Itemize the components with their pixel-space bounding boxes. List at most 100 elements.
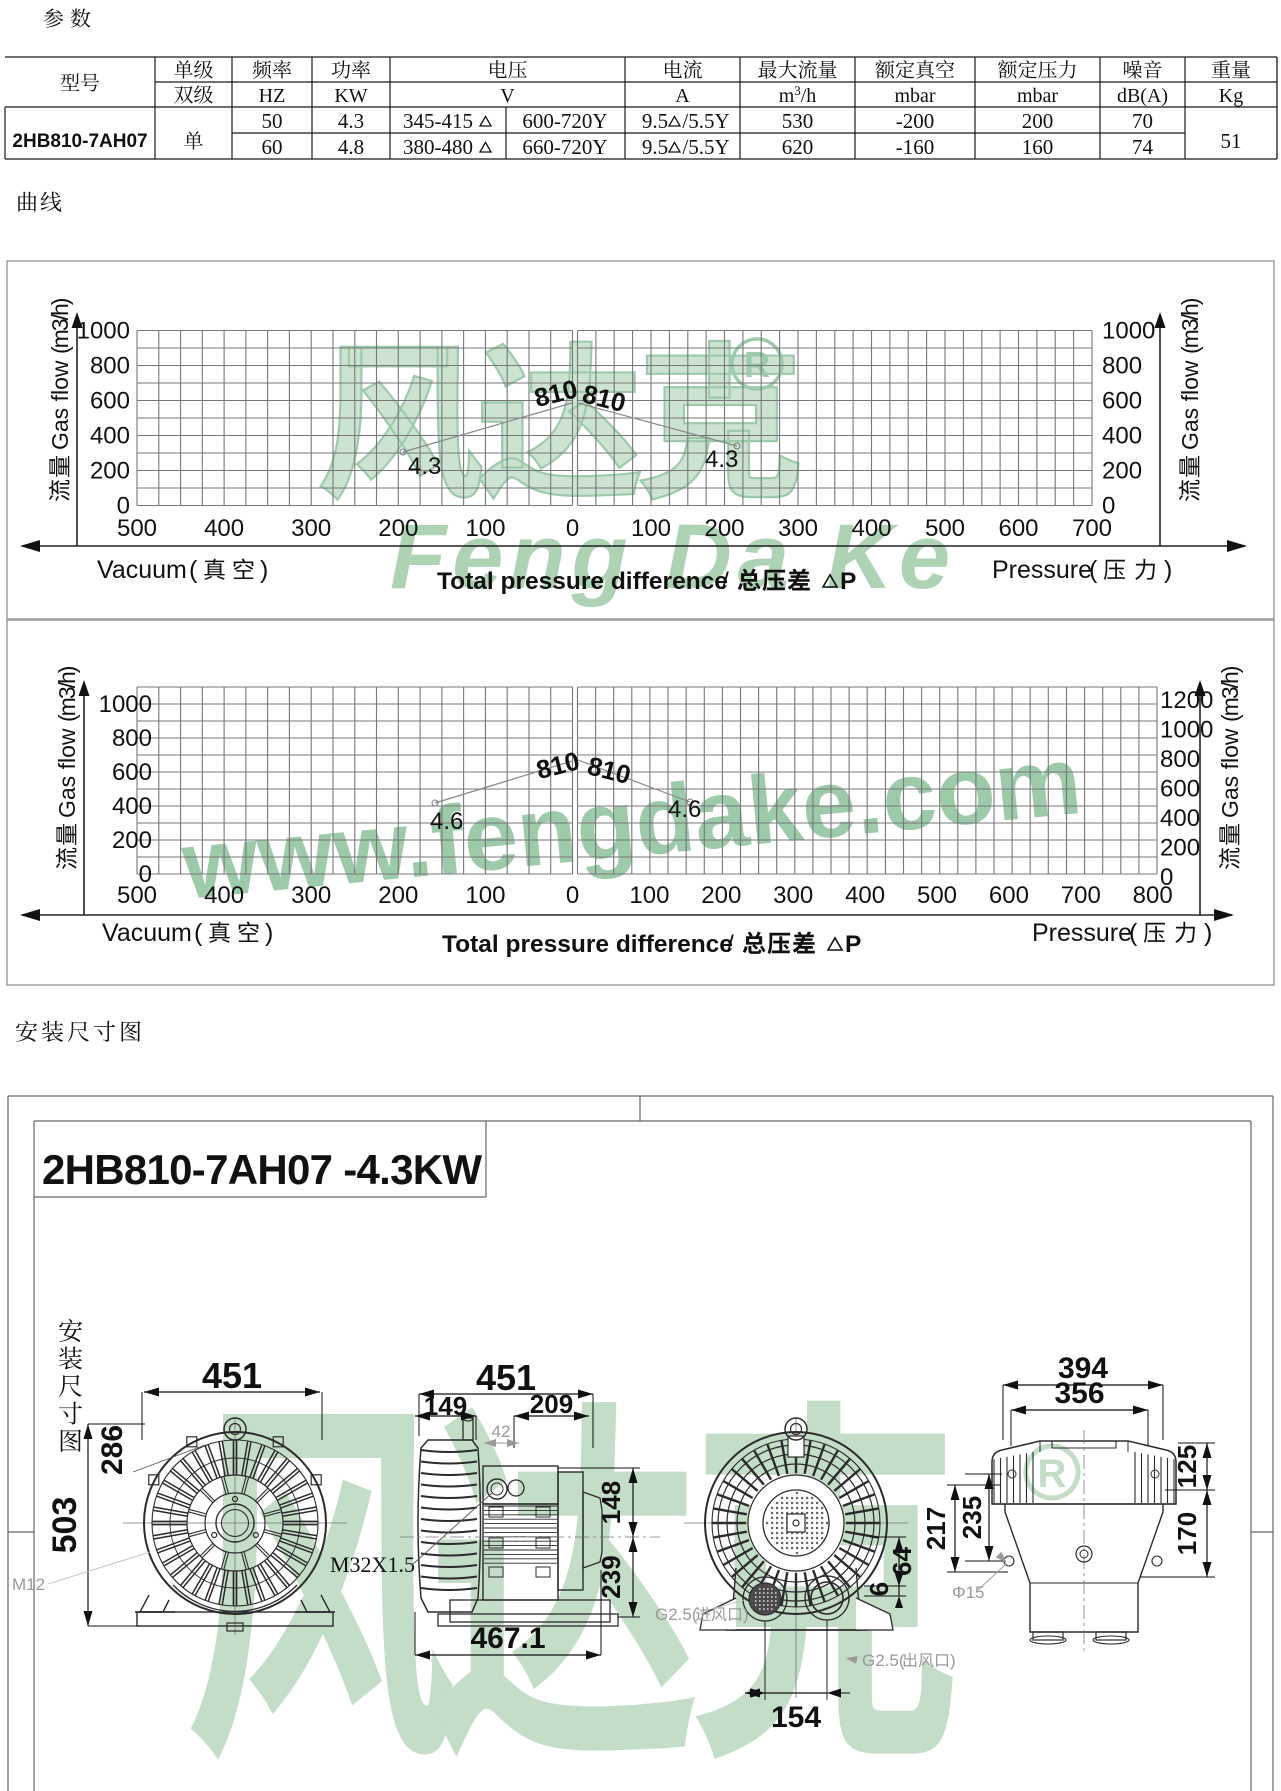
svg-text:0: 0: [117, 493, 130, 520]
svg-text:1000: 1000: [99, 691, 152, 718]
svg-text:148: 148: [596, 1481, 626, 1524]
svg-text:60: 60: [262, 135, 283, 159]
svg-text:600-720Y: 600-720Y: [522, 109, 607, 133]
svg-text:300: 300: [773, 882, 813, 909]
svg-text:400: 400: [851, 515, 891, 542]
svg-text:4.3: 4.3: [408, 453, 441, 480]
svg-text:/: /: [722, 568, 729, 595]
svg-text:(m3/h): (m3/h): [47, 298, 73, 354]
svg-text:200: 200: [90, 458, 130, 485]
svg-text:700: 700: [1061, 882, 1101, 909]
svg-text:0: 0: [566, 882, 579, 909]
svg-text:Gas flow: Gas flow: [47, 360, 73, 450]
svg-text:9.5: 9.5: [642, 135, 668, 159]
svg-text:P: P: [840, 568, 856, 595]
svg-text:(: (: [194, 919, 203, 947]
svg-text:Vacuum: Vacuum: [102, 919, 192, 947]
svg-text:400: 400: [204, 882, 244, 909]
svg-text:200: 200: [378, 882, 418, 909]
svg-text:200: 200: [1160, 835, 1200, 862]
svg-text:800: 800: [112, 725, 152, 752]
svg-text:KW: KW: [334, 85, 367, 107]
svg-text:/: /: [727, 931, 734, 958]
svg-text:503: 503: [46, 1497, 84, 1554]
svg-text:467.1: 467.1: [470, 1622, 545, 1655]
svg-text:0: 0: [566, 515, 579, 542]
svg-text:-160: -160: [896, 135, 935, 159]
svg-text:660-720Y: 660-720Y: [522, 135, 607, 159]
svg-text:300: 300: [778, 515, 818, 542]
svg-text:4.6: 4.6: [668, 796, 701, 823]
svg-text:V: V: [500, 85, 515, 107]
svg-text:4.3: 4.3: [338, 109, 364, 133]
svg-text:9.5: 9.5: [642, 109, 668, 133]
svg-text:): ): [950, 1651, 956, 1670]
svg-text:100: 100: [465, 515, 505, 542]
svg-text:dB(A): dB(A): [1117, 85, 1168, 107]
svg-text:6: 6: [864, 1582, 894, 1596]
svg-text:500: 500: [925, 515, 965, 542]
svg-text:160: 160: [1022, 135, 1054, 159]
svg-text:51: 51: [1221, 129, 1242, 153]
svg-text:HZ: HZ: [259, 85, 286, 107]
svg-text:620: 620: [782, 135, 814, 159]
svg-text:Pressure: Pressure: [1032, 919, 1132, 947]
svg-text:154: 154: [771, 1701, 821, 1734]
svg-text:209: 209: [530, 1389, 573, 1419]
svg-text:100: 100: [631, 515, 671, 542]
svg-text:600: 600: [90, 388, 130, 415]
svg-text:400: 400: [90, 423, 130, 450]
svg-text:42: 42: [492, 1422, 511, 1441]
svg-text:Gas flow: Gas flow: [1177, 360, 1203, 450]
svg-text:): ): [260, 556, 268, 584]
svg-text:800: 800: [1160, 746, 1200, 773]
svg-text:1000: 1000: [1160, 717, 1213, 744]
svg-text:300: 300: [291, 515, 331, 542]
svg-text:200: 200: [704, 515, 744, 542]
svg-text:mbar: mbar: [1017, 85, 1058, 107]
svg-text:100: 100: [629, 882, 669, 909]
svg-text:(m3/h): (m3/h): [1217, 666, 1243, 722]
svg-text:(: (: [1089, 556, 1098, 584]
svg-text:345-415: 345-415: [403, 109, 473, 133]
svg-text:200: 200: [378, 515, 418, 542]
svg-text:4.3: 4.3: [705, 446, 738, 473]
svg-text:/5.5Y: /5.5Y: [682, 135, 729, 159]
svg-text:R: R: [744, 344, 770, 385]
svg-text:(m3/h): (m3/h): [1177, 298, 1203, 354]
svg-text:800: 800: [1102, 353, 1142, 380]
svg-text:100: 100: [465, 882, 505, 909]
svg-text:600: 600: [1160, 776, 1200, 803]
svg-text:217: 217: [921, 1507, 951, 1550]
svg-text:(: (: [1129, 919, 1138, 947]
svg-text:(: (: [189, 556, 198, 584]
svg-text:/5.5Y: /5.5Y: [682, 109, 729, 133]
svg-text:400: 400: [845, 882, 885, 909]
svg-text:400: 400: [112, 793, 152, 820]
svg-text:2HB810-7AH07 -4.3KW: 2HB810-7AH07 -4.3KW: [42, 1146, 482, 1193]
svg-text:mbar: mbar: [894, 85, 935, 107]
svg-text:m3/h: m3/h: [779, 83, 817, 107]
svg-text:600: 600: [989, 882, 1029, 909]
svg-text:M12: M12: [12, 1575, 45, 1594]
svg-text:0: 0: [1160, 864, 1173, 891]
svg-text:Feng Da Ke: Feng Da Ke: [390, 506, 956, 608]
svg-text:Φ15: Φ15: [952, 1583, 984, 1602]
svg-text:451: 451: [476, 1357, 536, 1398]
svg-text:): ): [1204, 919, 1212, 947]
svg-text:500: 500: [117, 882, 157, 909]
svg-text:P: P: [845, 931, 861, 958]
svg-text:Gas flow: Gas flow: [1217, 728, 1243, 818]
svg-text:Gas flow: Gas flow: [54, 728, 80, 818]
svg-text:M32X1.5: M32X1.5: [330, 1552, 415, 1577]
svg-text:64: 64: [887, 1547, 917, 1576]
svg-text:700: 700: [1072, 515, 1112, 542]
svg-text:Pressure: Pressure: [992, 556, 1092, 584]
svg-text:200: 200: [1102, 458, 1142, 485]
svg-text:Total pressure difference: Total pressure difference: [437, 568, 728, 595]
svg-text:600: 600: [112, 759, 152, 786]
svg-text:394: 394: [1058, 1352, 1108, 1385]
svg-text:70: 70: [1132, 109, 1153, 133]
svg-text:(m3/h): (m3/h): [54, 666, 80, 722]
svg-text:286: 286: [96, 1425, 129, 1475]
